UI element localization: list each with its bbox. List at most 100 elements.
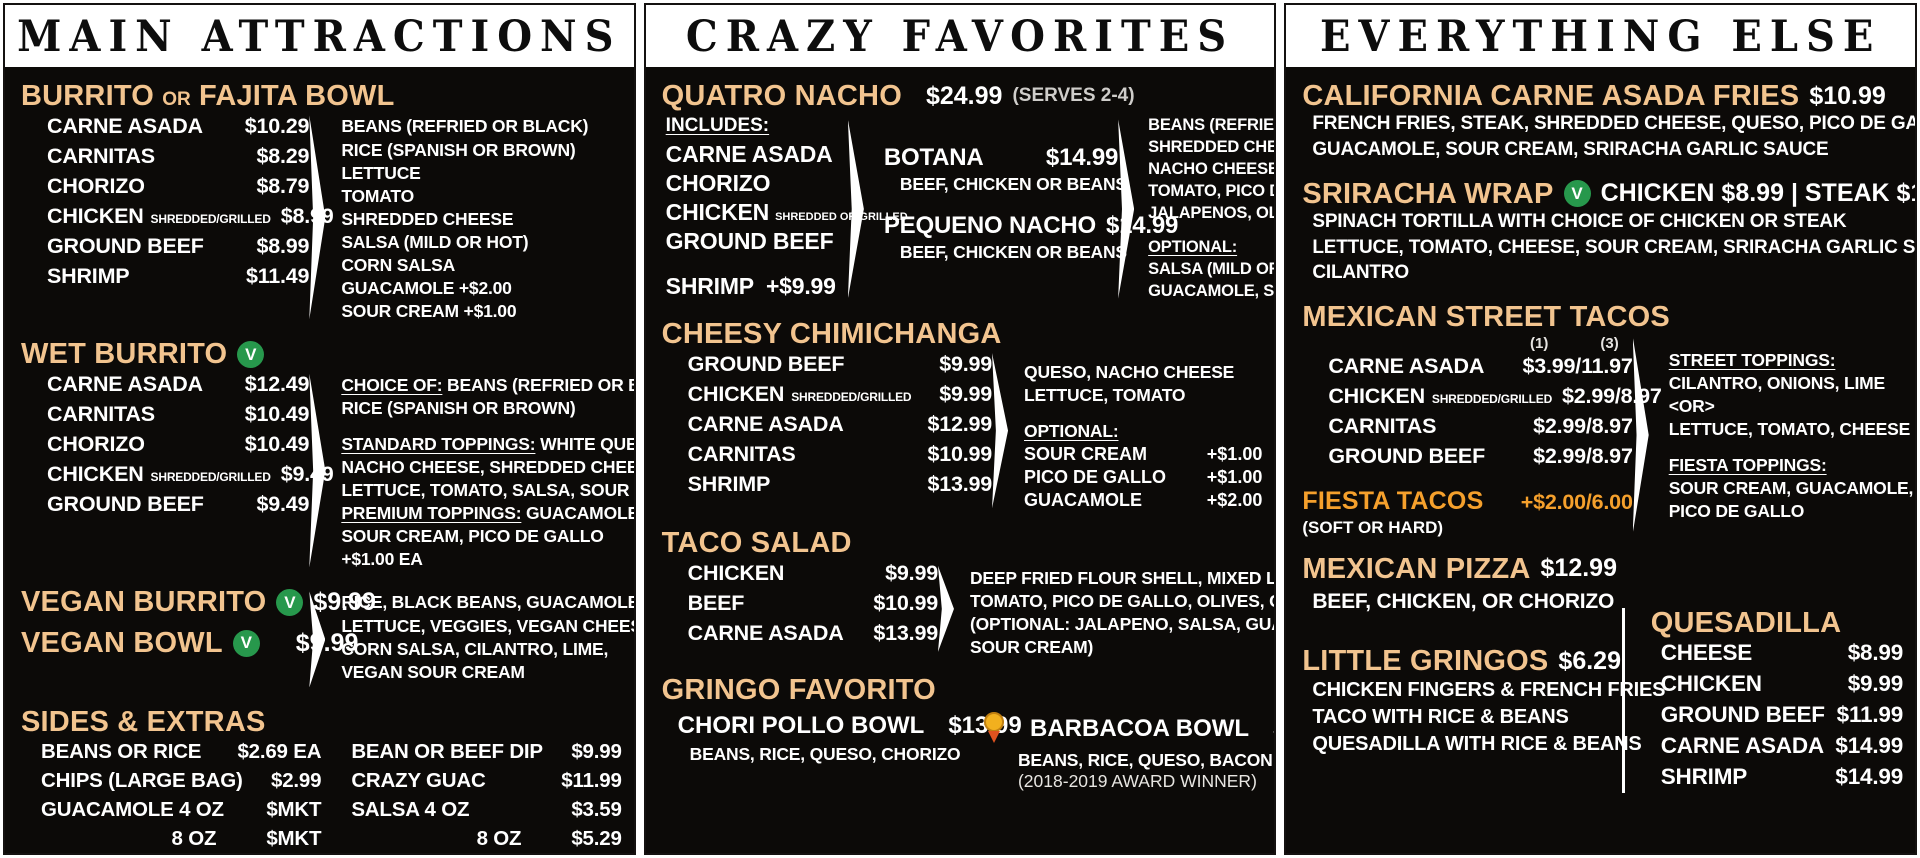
item-name: PEQUENO NACHO	[883, 211, 1096, 239]
description-line: BEANS (REFRIED OR BLACK)	[1148, 116, 1274, 135]
description-line: RICE (SPANISH OR BROWN)	[341, 397, 576, 418]
item-list: CHICKEN $9.99 BEEF $10.99 CARNE ASADA $1…	[662, 559, 938, 659]
item-name: CARNE ASADA	[47, 372, 203, 397]
item-price: $14.99	[1835, 733, 1904, 759]
menu-item-row: BEEF $10.99	[662, 589, 938, 619]
item-name: BEANS OR RICE	[41, 740, 202, 764]
menu-item-row: SALSA 4 OZ $3.59	[337, 796, 622, 825]
description-line: RICE (SPANISH OR BROWN)	[341, 139, 576, 160]
section-mexican-pizza: MEXICAN PIZZA $12.99 BEEF, CHICKEN, OR C…	[1302, 553, 1621, 617]
item-price: +$9.99	[765, 272, 836, 299]
section-sriracha-wrap: SRIRACHA WRAP V CHICKEN $8.99 | STEAK $1…	[1302, 178, 1916, 286]
description-line: CORN SALSA, CILANTRO, LIME,	[341, 638, 609, 659]
description-line: SHREDDED CHEESE	[341, 208, 514, 229]
menu-item-row: 8 OZ $5.29	[337, 825, 622, 853]
description-line: BEANS (REFRIED OR BLACK)	[341, 116, 589, 137]
item-sub: BEANS, RICE, QUESO, CHORIZO	[689, 743, 961, 764]
item-name: PICO DE GALLO	[1024, 467, 1167, 488]
menu-item-block: BOTANA $14.99 BEEF, CHICKEN OR BEANS	[878, 141, 1127, 195]
menu-item-row: GROUND BEEF $11.99	[1651, 700, 1903, 731]
item-price: $11.49	[245, 263, 310, 288]
menu-item-row: CARNE ASADA $10.29	[21, 111, 310, 141]
fiesta-tacos: FIESTA TACOS +$2.00/6.00 (SOFT OR HARD)	[1302, 486, 1633, 538]
description-line: NACHO CHEESE, SHREDDED CHEESE,	[341, 457, 634, 477]
menu-item-row: CARNE ASADA $3.99/11.97	[1302, 352, 1633, 382]
menu-item-row: CARNITAS $2.99/8.97	[1302, 412, 1633, 442]
description-line: LETTUCE, TOMATO, CHEESE	[1668, 418, 1911, 439]
includes-label: INCLUDES:	[665, 115, 770, 137]
description-line: TOMATO, PICO DE GALLO,	[1148, 181, 1274, 200]
quatro-price: $24.99	[925, 81, 1003, 110]
item-sub: BEEF, CHICKEN, OR CHORIZO	[1312, 589, 1615, 613]
menu-item-row: CHICKEN SHREDDED/GRILLED $9.99	[662, 379, 993, 409]
item-price: $14.99	[1105, 211, 1179, 239]
vegan-bowl-heading: VEGAN BOWL	[21, 626, 223, 659]
menu-item-row: CARNITAS $10.99	[662, 439, 993, 469]
panel-header: CRAZY FAVORITES	[645, 5, 1275, 67]
vegan-burrito-heading: VEGAN BURRITO	[21, 586, 267, 619]
option-row: SOUR CREAM +$1.00	[1024, 443, 1262, 466]
description-line: PREMIUM TOPPINGS: GUACAMOLE,	[341, 503, 634, 524]
item-name: GUACAMOLE	[1024, 490, 1143, 511]
item-price: $9.49	[280, 462, 334, 487]
item-price: $2.99	[271, 769, 322, 793]
item-price: $9.99	[1847, 671, 1904, 697]
menu-item-row: GROUND BEEF $9.99	[662, 349, 993, 379]
description-line: QUESO, NACHO CHEESE	[1024, 362, 1235, 382]
description-line: LETTUCE, TOMATO, CHEESE, SOUR CREAM, SRI…	[1312, 236, 1916, 258]
item-name: CARNE ASADA	[1660, 733, 1824, 759]
item-name: CARNE ASADA	[665, 140, 833, 167]
description-line: CILANTRO, ONIONS, LIME	[1668, 372, 1885, 393]
item-price: $8.99	[1847, 640, 1904, 666]
description-line: GUACAMOLE +$2.00	[341, 278, 512, 299]
panel-main-attractions: MAIN ATTRACTIONS BURRITO OR FAJITA BOWL …	[3, 3, 636, 855]
item-name: SOUR CREAM	[1024, 444, 1148, 465]
description-line: SOUR CREAM, GUACAMOLE,	[1668, 477, 1914, 498]
menu-item-row: GROUND BEEF $8.99	[21, 231, 310, 261]
item-price: $9.49	[256, 492, 310, 517]
arrow-divider	[937, 565, 954, 652]
item-name: SHRIMP	[665, 272, 754, 299]
panel-everything-else: EVERYTHING ELSE CALIFORNIA CARNE ASADA F…	[1284, 3, 1918, 855]
item-name: CHIPS (LARGE BAG)	[41, 769, 243, 793]
description-line: DEEP FRIED FLOUR SHELL, MIXED LETTUCE,	[969, 567, 1275, 588]
section-heading: LITTLE GRINGOS	[1302, 645, 1549, 678]
qty-one-header: (1)	[1530, 334, 1549, 352]
menu-item-row: CHORIZO $10.49	[21, 430, 310, 460]
item-name: CHORIZO	[47, 432, 145, 457]
item-price: $9.99	[885, 561, 938, 586]
arrow-divider	[1632, 336, 1649, 534]
description-list: FRENCH FRIES, STEAK, SHREDDED CHEESE, QU…	[1302, 111, 1915, 162]
item-price: $12.49	[244, 372, 310, 397]
item-list: BEAN OR BEEF DIP $9.99 CRAZY GUAC $11.99…	[321, 738, 622, 853]
item-price: $8.79	[256, 173, 310, 198]
item-price: $2.69 EA	[237, 740, 322, 764]
description-line: +$1.00 EA	[341, 549, 423, 570]
item-price: $3.99/11.97	[1522, 354, 1633, 379]
description-line: LETTUCE	[341, 162, 421, 183]
section-vegan: VEGAN BURRITO V $9.99 VEGAN BOWL V $9.99	[21, 586, 634, 691]
vegan-icon: V	[237, 341, 265, 368]
item-price: $10.29	[244, 113, 310, 138]
description-line: SOUR CREAM +$1.00	[341, 301, 517, 322]
award-medal-icon	[982, 711, 1006, 746]
section-heading: QUESADILLA	[1650, 606, 1842, 639]
item-price: +$2.00	[1206, 490, 1263, 511]
panel-title: MAIN ATTRACTIONS	[17, 10, 622, 62]
description-line: SALSA (MILD OR HOT),	[1148, 260, 1274, 279]
item-name: CHICKEN	[1660, 671, 1762, 697]
description-line: TOMATO	[341, 185, 415, 206]
vegan-icon: V	[1563, 180, 1591, 208]
description-line: LETTUCE, VEGGIES, VEGAN CHEESE,	[341, 615, 634, 636]
menu-item-row: CARNITAS $10.49	[21, 400, 310, 430]
item-name: GROUND BEEF	[1660, 702, 1825, 728]
pizza-price: $12.99	[1540, 554, 1617, 583]
menu-item-row: GROUND BEEF	[662, 227, 848, 256]
description-line: SHREDDED CHEESE, QUESO	[1148, 138, 1275, 157]
item-price: +$2.00/6.00	[1520, 490, 1633, 515]
arrow-divider	[1118, 119, 1135, 299]
item-price: $8.99	[256, 233, 310, 258]
description-line: TACO WITH RICE & BEANS	[1312, 705, 1569, 728]
item-name: CARNITAS	[47, 402, 155, 427]
description-line: LETTUCE, TOMATO, SALSA, SOUR CREAM	[341, 480, 633, 501]
